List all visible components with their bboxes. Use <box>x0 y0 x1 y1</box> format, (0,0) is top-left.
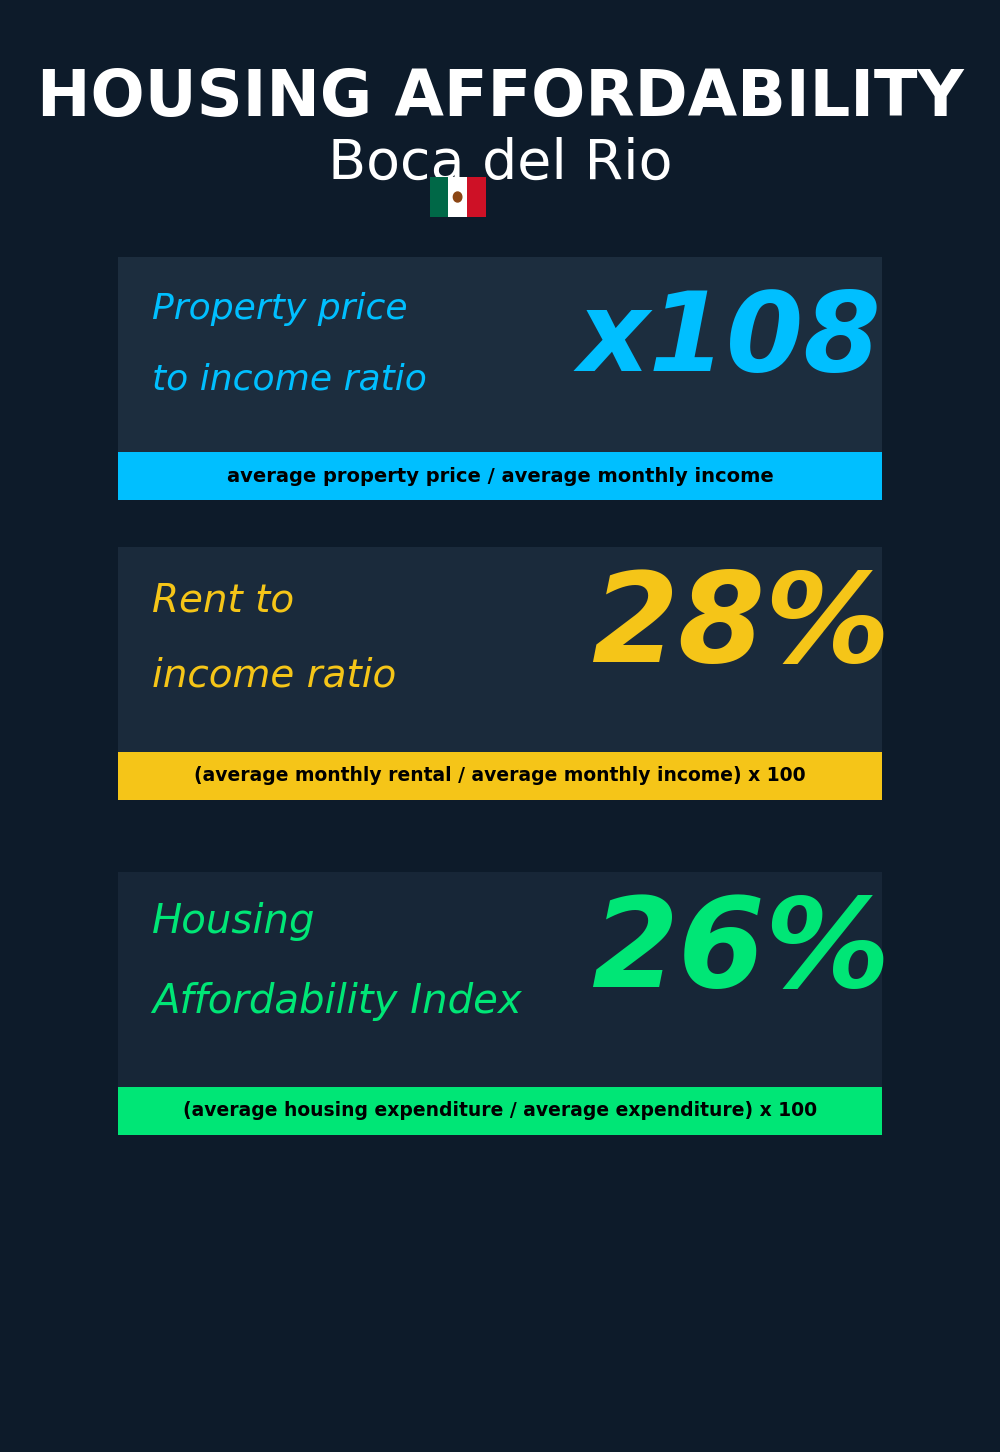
Text: Affordability Index: Affordability Index <box>152 982 522 1021</box>
Text: average property price / average monthly income: average property price / average monthly… <box>227 466 773 485</box>
FancyBboxPatch shape <box>118 1088 882 1135</box>
Text: Boca del Rio: Boca del Rio <box>328 136 672 192</box>
FancyBboxPatch shape <box>430 177 448 216</box>
FancyBboxPatch shape <box>118 257 882 457</box>
FancyBboxPatch shape <box>118 452 882 499</box>
Text: (average monthly rental / average monthly income) x 100: (average monthly rental / average monthl… <box>194 767 806 786</box>
FancyBboxPatch shape <box>467 177 486 216</box>
Text: x108: x108 <box>578 287 882 393</box>
FancyBboxPatch shape <box>118 752 882 800</box>
Text: HOUSING AFFORDABILITY: HOUSING AFFORDABILITY <box>37 67 963 129</box>
Text: (average housing expenditure / average expenditure) x 100: (average housing expenditure / average e… <box>183 1102 817 1121</box>
FancyBboxPatch shape <box>448 177 467 216</box>
Text: to income ratio: to income ratio <box>152 362 427 396</box>
Text: 26%: 26% <box>591 892 890 1013</box>
Text: income ratio: income ratio <box>152 656 396 696</box>
Text: Property price: Property price <box>152 292 408 327</box>
Text: Housing: Housing <box>152 902 316 941</box>
Text: Rent to: Rent to <box>152 582 294 620</box>
Text: 28%: 28% <box>591 566 890 688</box>
FancyBboxPatch shape <box>118 547 882 756</box>
Circle shape <box>453 192 462 202</box>
FancyBboxPatch shape <box>118 873 882 1092</box>
